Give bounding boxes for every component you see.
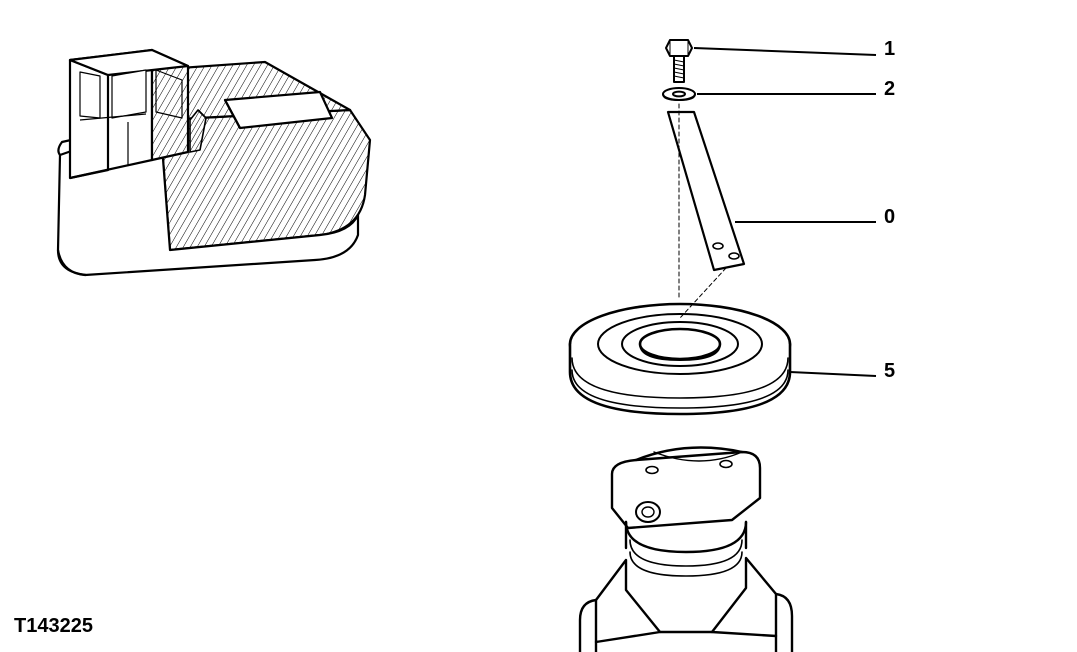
part-housing xyxy=(580,448,792,652)
part-ring xyxy=(570,304,790,414)
drawing-number: T143225 xyxy=(14,615,93,638)
part-washer xyxy=(663,88,695,100)
callout-label-1: 1 xyxy=(884,38,895,61)
callout-label-5: 5 xyxy=(884,360,895,383)
callout-label-2: 2 xyxy=(884,78,895,101)
part-bolt xyxy=(666,40,692,82)
diagram-canvas: 1 2 0 5 T143225 xyxy=(0,0,1077,652)
exploded-parts xyxy=(0,0,1077,652)
callout-label-0: 0 xyxy=(884,206,895,229)
